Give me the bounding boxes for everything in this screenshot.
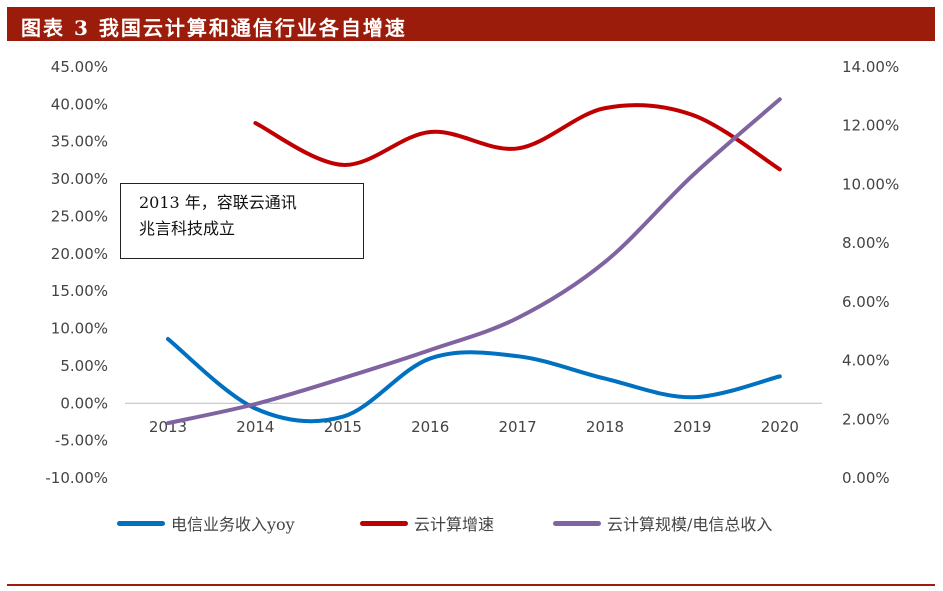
y-left-tick-label: 45.00% — [51, 58, 108, 76]
y-right-tick-label: 10.00% — [842, 175, 899, 193]
x-tick-label: 2014 — [236, 418, 274, 436]
y-left-tick-label: 35.00% — [51, 133, 108, 151]
annotation-line: 兆言科技成立 — [139, 219, 236, 238]
x-tick-label: 2019 — [673, 418, 711, 436]
bottom-rule — [7, 584, 935, 586]
x-tick-label: 2018 — [586, 418, 624, 436]
series-line-0 — [166, 337, 782, 424]
y-right-tick-label: 4.00% — [842, 352, 890, 370]
legend-item-cloud-growth: 云计算增速 — [360, 511, 494, 535]
y-right-tick-label: 2.00% — [842, 410, 890, 428]
y-left-tick-label: 20.00% — [51, 245, 108, 263]
series-line-1 — [253, 103, 782, 172]
y-left-tick-label: -5.00% — [55, 432, 108, 450]
legend-label: 电信业务收入yoy — [171, 515, 295, 534]
y-right-tick-label: 0.00% — [842, 469, 890, 487]
legend-item-telecom: 电信业务收入yoy — [117, 511, 295, 535]
annotation-box: 2013 年，容联云通讯 兆言科技成立 — [120, 183, 364, 259]
y-left-tick-label: -10.00% — [45, 469, 108, 487]
annotation-line: 2013 年，容联云通讯 — [139, 193, 297, 212]
legend-label: 云计算增速 — [414, 515, 495, 534]
x-tick-label: 2016 — [411, 418, 449, 436]
x-tick-label: 2017 — [499, 418, 537, 436]
series-line-2 — [166, 97, 782, 426]
y-right-tick-label: 8.00% — [842, 234, 890, 252]
legend-item-cloud-ratio: 云计算规模/电信总收入 — [553, 511, 772, 535]
y-left-tick-label: 40.00% — [51, 95, 108, 113]
y-left-tick-label: 25.00% — [51, 207, 108, 225]
legend-swatch — [117, 520, 165, 526]
y-left-tick-label: 5.00% — [60, 357, 108, 375]
legend-swatch — [360, 520, 408, 526]
y-right-tick-label: 14.00% — [842, 58, 899, 76]
legend-label: 云计算规模/电信总收入 — [607, 515, 773, 534]
legend-swatch — [553, 520, 601, 526]
y-left-tick-label: 0.00% — [60, 394, 108, 412]
title-bar: 图表 3 我国云计算和通信行业各自增速 — [7, 7, 935, 41]
x-tick-label: 2020 — [761, 418, 799, 436]
y-left-tick-label: 30.00% — [51, 170, 108, 188]
y-right-tick-label: 12.00% — [842, 117, 899, 135]
x-tick-label: 2015 — [324, 418, 362, 436]
y-right-tick-label: 6.00% — [842, 293, 890, 311]
y-left-tick-label: 15.00% — [51, 282, 108, 300]
chart-title: 图表 3 我国云计算和通信行业各自增速 — [21, 16, 407, 40]
y-left-tick-label: 10.00% — [51, 320, 108, 338]
